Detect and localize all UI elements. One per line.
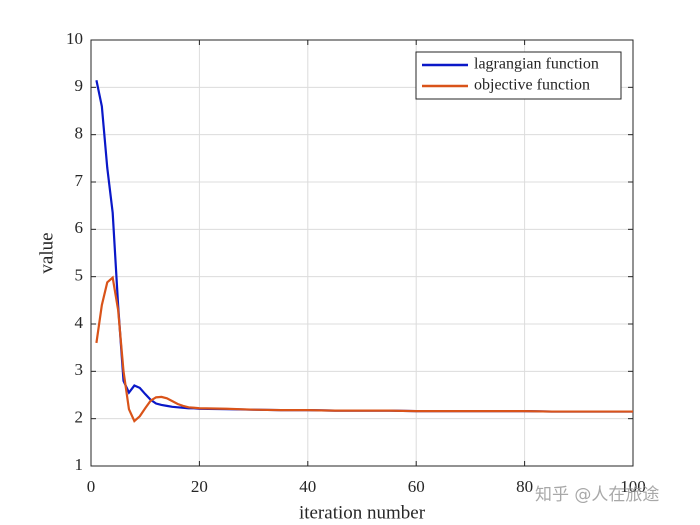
y-tick-label: 9 — [75, 76, 84, 95]
x-tick-label: 60 — [408, 477, 425, 496]
watermark: 知乎 @人在旅途 — [535, 485, 659, 505]
y-tick-label: 8 — [75, 124, 84, 143]
legend: lagrangian function objective function — [415, 51, 622, 100]
axes-box — [90, 39, 634, 467]
x-tick-label: 100 — [620, 477, 646, 496]
y-tick-label: 4 — [75, 313, 84, 332]
y-tick-label: 3 — [75, 360, 84, 379]
plot-area — [91, 40, 633, 466]
y-tick-label: 7 — [75, 171, 84, 190]
x-tick-label: 20 — [191, 477, 208, 496]
y-tick-label: 10 — [66, 29, 83, 48]
legend-label: lagrangian function — [474, 56, 599, 73]
y-tick-label: 5 — [75, 266, 84, 285]
legend-box — [415, 51, 622, 100]
legend-label: objective function — [474, 77, 590, 94]
x-axis-label: iteration number — [299, 502, 426, 523]
x-tick-label: 80 — [516, 477, 533, 496]
series-line — [95, 275, 633, 423]
y-tick-label: 1 — [75, 455, 84, 474]
y-tick-label: 6 — [75, 218, 84, 237]
y-tick-label: 2 — [75, 408, 84, 427]
x-tick-label: 40 — [299, 477, 316, 496]
y-axis-label: value — [36, 232, 57, 273]
x-tick-label: 0 — [87, 477, 96, 496]
